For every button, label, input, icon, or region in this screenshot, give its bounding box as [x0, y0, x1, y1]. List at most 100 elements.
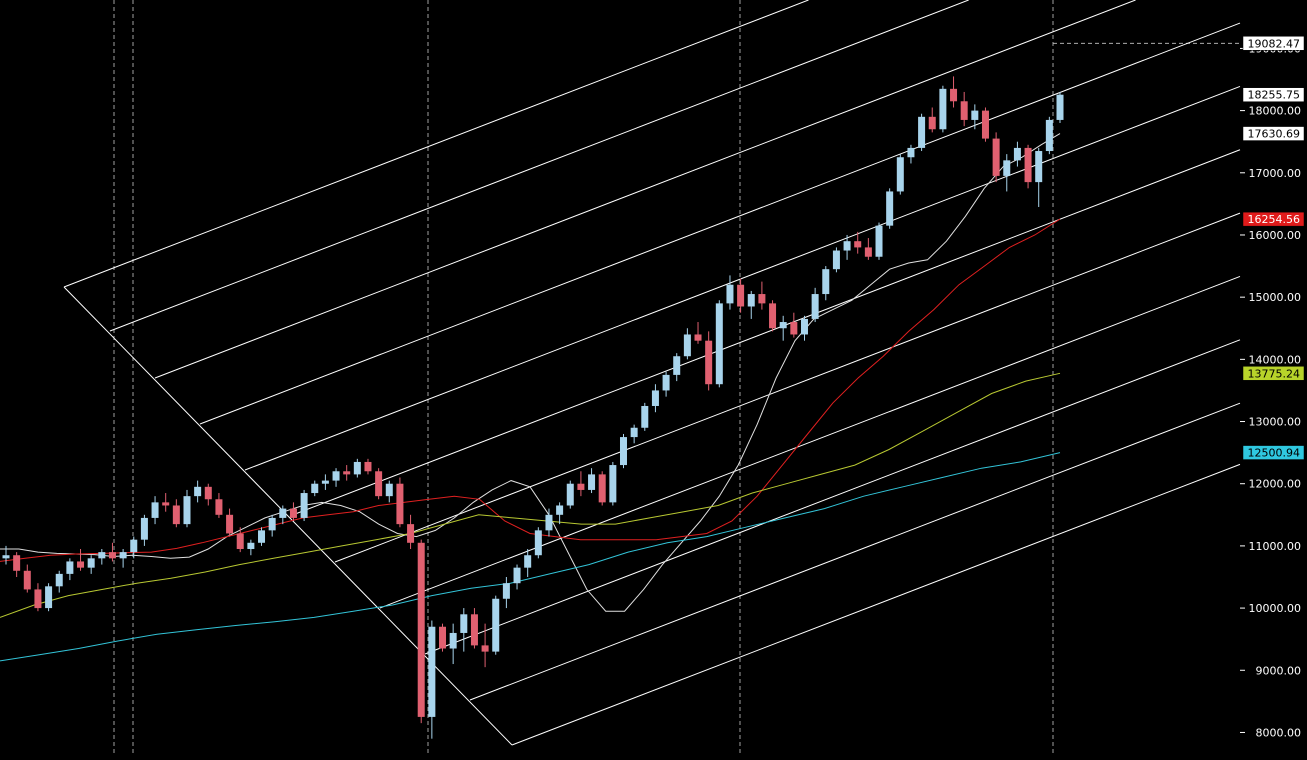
- pitchfork-line-4: [244, 85, 1241, 471]
- candle-body-45: [481, 645, 489, 652]
- axis-tick-label-5: 13000.00: [1249, 416, 1302, 429]
- candle-body-36: [385, 483, 393, 497]
- candle-body-99: [1056, 94, 1064, 120]
- pitchfork-line-2: [154, 0, 1136, 379]
- price-tag-label-3: 16254.56: [1248, 213, 1301, 226]
- candle-body-78: [832, 250, 840, 270]
- axis-tick-label-7: 15000.00: [1249, 291, 1302, 304]
- candle-body-16: [172, 505, 180, 525]
- candle-body-5: [55, 573, 63, 587]
- candle-body-2: [23, 570, 31, 590]
- candle-body-80: [854, 241, 862, 248]
- candle-body-28: [300, 493, 308, 518]
- candle-body-89: [950, 88, 958, 102]
- candle-body-21: [226, 514, 234, 534]
- candle-body-11: [119, 552, 127, 559]
- axis-tick-label-2: 10000.00: [1249, 602, 1302, 615]
- candle-body-50: [534, 530, 542, 556]
- pitchfork-line-6: [334, 212, 1241, 563]
- candle-body-47: [502, 583, 510, 599]
- price-tag-box-1: [1242, 87, 1305, 102]
- candle-body-60: [641, 405, 649, 428]
- axis-tick-label-9: 17000.00: [1249, 167, 1302, 180]
- candle-body-92: [981, 110, 989, 139]
- candle-body-52: [556, 505, 564, 515]
- candle-body-42: [449, 632, 457, 649]
- axis-tick-label-10: 18000.00: [1249, 105, 1302, 118]
- candle-body-66: [705, 340, 713, 385]
- candle-body-54: [577, 483, 585, 490]
- candle-body-98: [1045, 119, 1053, 152]
- candle-body-86: [918, 116, 926, 148]
- axis-tick-label-0: 8000.00: [1256, 726, 1302, 739]
- candle-body-64: [683, 334, 691, 357]
- candle-body-23: [247, 542, 255, 550]
- candle-body-97: [1035, 151, 1043, 183]
- candle-body-41: [439, 626, 447, 649]
- candle-body-6: [66, 561, 74, 574]
- candle-body-22: [236, 533, 244, 550]
- candle-body-3: [34, 589, 42, 609]
- candle-body-67: [715, 303, 723, 385]
- pitchfork-line-3: [199, 22, 1241, 425]
- candle-body-43: [460, 614, 468, 633]
- price-tag-box-5: [1242, 445, 1305, 460]
- candle-body-7: [77, 561, 85, 568]
- candle-body-35: [375, 471, 383, 497]
- candle-body-91: [971, 110, 979, 120]
- candle-body-30: [321, 480, 329, 484]
- axis-tick-label-3: 11000.00: [1249, 540, 1302, 553]
- pitchfork-line-8: [424, 339, 1241, 655]
- candle-body-39: [417, 542, 425, 717]
- candle-body-17: [183, 496, 191, 525]
- candle-body-15: [162, 502, 170, 506]
- candle-body-68: [726, 284, 734, 304]
- price-tag-label-1: 18255.75: [1248, 89, 1301, 102]
- candle-body-29: [311, 483, 319, 494]
- candle-body-32: [343, 471, 351, 475]
- pitchfork-line-10: [511, 463, 1241, 746]
- candle-body-19: [204, 486, 212, 500]
- candle-body-73: [779, 322, 787, 329]
- candle-body-88: [939, 88, 947, 130]
- candle-body-53: [566, 483, 574, 506]
- candle-body-25: [268, 517, 276, 531]
- price-tag-box-3: [1242, 211, 1305, 227]
- price-tag-label-5: 12500.94: [1248, 447, 1301, 460]
- pitchfork-line-5: [289, 149, 1241, 517]
- candle-body-44: [470, 614, 478, 646]
- candle-body-4: [45, 586, 53, 609]
- candle-body-90: [960, 101, 968, 120]
- candle-body-93: [992, 138, 1000, 176]
- candle-body-59: [630, 427, 638, 438]
- moving-average-line-2: [0, 372, 1061, 618]
- moving-averages: [0, 133, 1061, 662]
- candle-body-81: [864, 247, 872, 257]
- candle-body-24: [258, 530, 266, 543]
- price-tag-label-2: 17630.69: [1248, 128, 1301, 141]
- price-tag-box-2: [1242, 126, 1305, 141]
- candle-body-85: [907, 147, 915, 158]
- candle-body-34: [364, 461, 372, 472]
- candle-body-49: [524, 555, 532, 568]
- candle-body-40: [428, 626, 436, 717]
- axis-tick-label-6: 14000.00: [1249, 353, 1302, 366]
- pitchfork-line-1: [109, 0, 969, 332]
- candle-body-27: [289, 508, 297, 518]
- price-tag-box-4: [1242, 366, 1305, 381]
- candle-body-82: [875, 225, 883, 257]
- candles: [2, 76, 1064, 739]
- pitchfork-line-0: [63, 0, 809, 288]
- moving-average-line-3: [0, 452, 1061, 662]
- price-tag-label-4: 13775.24: [1248, 367, 1301, 380]
- candle-body-10: [108, 552, 116, 559]
- candle-body-63: [673, 356, 681, 375]
- candle-body-76: [811, 294, 819, 319]
- candle-body-0: [2, 555, 10, 559]
- price-tag-label-0: 19082.47: [1248, 37, 1301, 50]
- candle-body-71: [758, 294, 766, 304]
- candle-body-69: [737, 284, 745, 307]
- price-tag-box-0: [1242, 36, 1305, 51]
